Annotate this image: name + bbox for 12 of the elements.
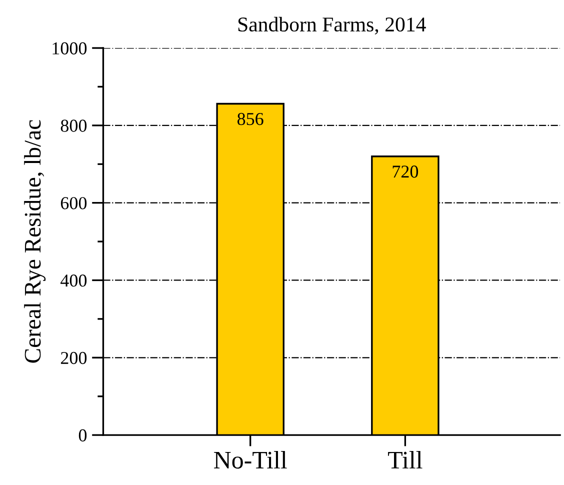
y-tick-label: 600 [60, 197, 87, 210]
x-tick-label: No-Till [214, 451, 287, 469]
y-tick-label: 200 [60, 352, 87, 364]
y-tick-label: 0 [78, 429, 87, 442]
y-tick-label: 1000 [52, 42, 87, 54]
chart-title: Sandborn Farms, 2014 [238, 16, 426, 35]
x-tick-label: Till [388, 451, 422, 468]
y-tick-label: 800 [60, 120, 87, 132]
y-tick-label: 400 [60, 274, 87, 287]
data-label: 856 [237, 112, 264, 126]
y-axis-title: Cereal Rye Residue, lb/ac [24, 120, 46, 363]
data-label: 720 [392, 166, 418, 178]
